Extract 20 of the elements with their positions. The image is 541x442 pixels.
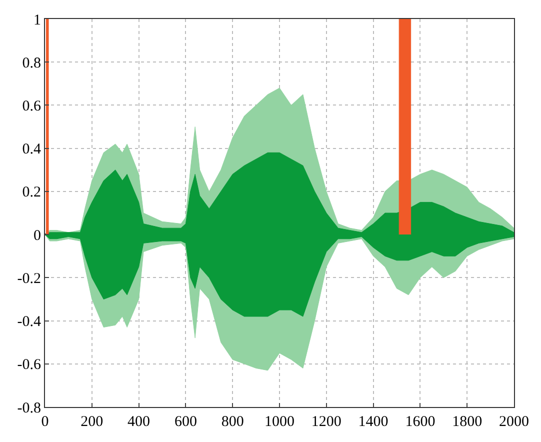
x-tick-label: 1600 <box>405 414 436 430</box>
x-tick-label: 1000 <box>264 414 294 430</box>
x-tick-label: 1200 <box>311 414 342 430</box>
y-tick-label: -0.4 <box>17 314 42 330</box>
x-tick-label: 2000 <box>499 414 529 430</box>
y-tick-label: -0.2 <box>17 270 41 287</box>
y-tick-label: -0.6 <box>17 357 42 374</box>
y-tick-label: 0 <box>34 228 41 244</box>
y-tick-label: 1 <box>34 12 41 28</box>
y-tick-label: -0.8 <box>17 400 41 416</box>
y-tick-label: 0.4 <box>22 142 42 158</box>
x-tick-label: 600 <box>174 414 197 430</box>
x-tick-label: 1400 <box>358 414 388 430</box>
y-tick-label: 0.8 <box>22 55 41 72</box>
x-tick-label: 1800 <box>452 414 482 430</box>
x-tick-label: 800 <box>221 414 244 430</box>
y-tick-label: 0.6 <box>22 98 42 114</box>
x-tick-label: 200 <box>80 414 104 430</box>
x-tick-label: 400 <box>128 414 150 430</box>
y-tick-label: 0.2 <box>22 184 41 201</box>
